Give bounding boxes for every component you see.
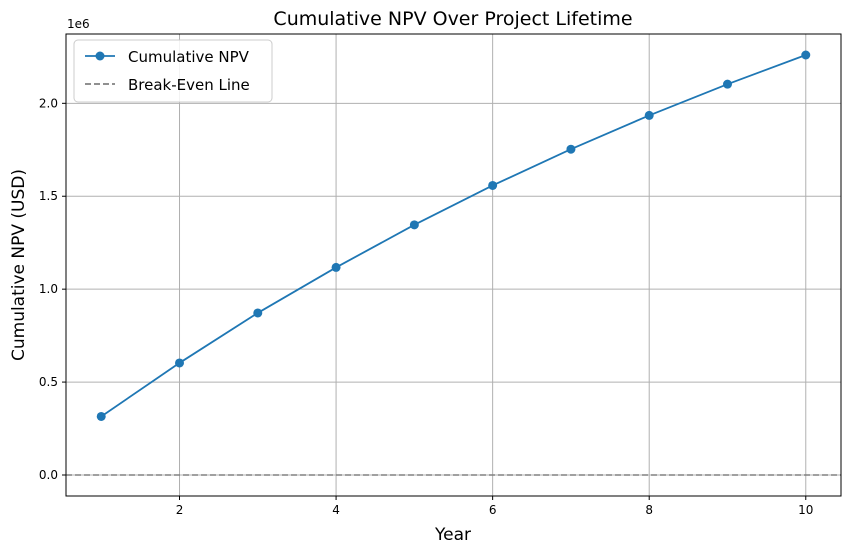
y-tick-label: 0.0 [39,468,58,482]
y-axis-label: Cumulative NPV (USD) [9,169,29,361]
legend-swatch-cumulative-npv-marker [95,51,105,61]
y-axis-ticks: 0.0 0.5 1.0 1.5 2.0 [39,96,66,482]
x-tick-label: 6 [489,503,497,517]
x-tick-label: 10 [798,503,813,517]
legend-frame [73,39,273,103]
data-point [175,358,185,368]
x-axis-ticks: 2 4 6 8 10 [176,496,813,517]
x-tick-label: 4 [332,503,340,517]
series-line-cumulative-npv [100,54,807,418]
data-point [488,180,498,190]
data-point [331,262,341,272]
x-tick-label: 2 [176,503,184,517]
series-layer [96,50,811,421]
data-point [409,220,419,230]
legend-label-break-even-line: Break-Even Line [128,76,250,94]
y-tick-label: 0.5 [39,375,58,389]
legend-label-cumulative-npv: Cumulative NPV [128,48,250,66]
y-tick-label: 1.5 [39,189,58,203]
y-tick-label: 1.0 [39,282,58,296]
y-axis-offset-label: 1e6 [67,17,90,31]
legend: Cumulative NPV Break-Even Line [73,39,273,103]
plot-frame [65,33,842,497]
chart-title: Cumulative NPV Over Project Lifetime [273,8,632,30]
y-tick-label: 2.0 [39,96,58,110]
data-point [801,50,811,60]
data-point [644,110,654,120]
data-point [566,144,576,154]
data-point [722,79,732,89]
data-point [253,308,263,318]
x-tick-label: 8 [645,503,653,517]
data-point [96,411,106,421]
x-axis-label: Year [434,525,471,545]
